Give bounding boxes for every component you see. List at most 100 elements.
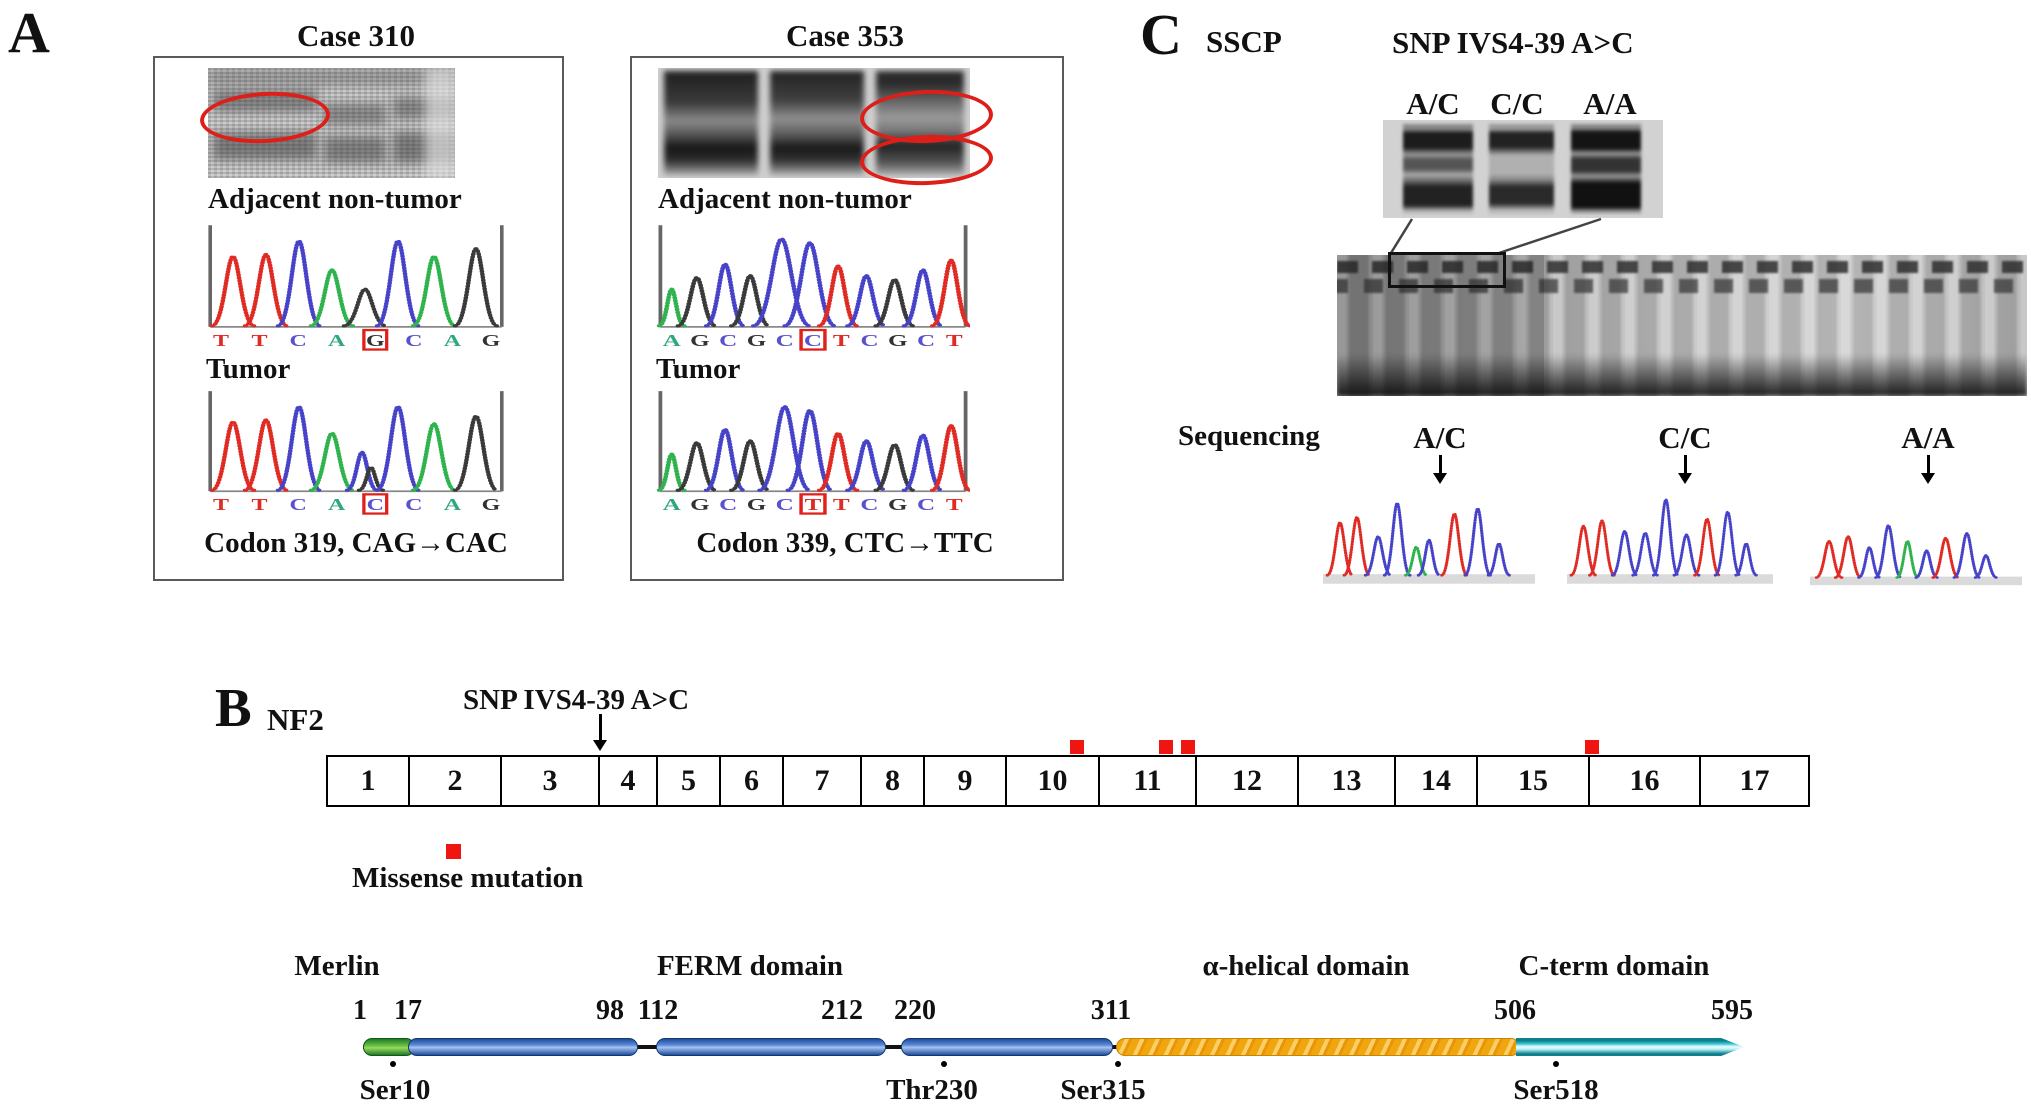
svg-text:T: T xyxy=(213,332,229,350)
exon-11: 11 xyxy=(1100,757,1197,805)
svg-text:C: C xyxy=(860,331,878,350)
genotype-ac-chromatogram xyxy=(1323,480,1535,598)
svg-text:T: T xyxy=(213,496,229,514)
domain-label: C-term domain xyxy=(1518,950,1710,982)
gel-band xyxy=(208,68,455,86)
ferm-subdomain-bar xyxy=(656,1038,886,1056)
genotype-cc-chromatogram xyxy=(1567,480,1773,598)
case-353-title: Case 353 xyxy=(786,18,904,53)
arrow-stem xyxy=(1683,455,1687,473)
residue-number: 98 xyxy=(596,995,624,1026)
missense-mutation-marker xyxy=(1585,740,1599,754)
exon-3: 3 xyxy=(502,757,600,805)
sequencing-genotype-label: C/C xyxy=(1658,420,1712,455)
svg-text:G: G xyxy=(366,332,385,350)
gel-bottom-band xyxy=(1337,353,2027,396)
arrow-head xyxy=(1678,473,1692,484)
missense-legend-label: Missense mutation xyxy=(352,862,584,894)
svg-text:A: A xyxy=(663,331,682,350)
svg-text:C: C xyxy=(917,331,935,350)
exon-15: 15 xyxy=(1478,757,1590,805)
case-353-non-tumor-label: Adjacent non-tumor xyxy=(658,183,912,215)
gel-highlight-rect xyxy=(1388,252,1506,288)
domain-label: FERM domain xyxy=(656,950,844,982)
exon-1: 1 xyxy=(328,757,410,805)
svg-text:T: T xyxy=(805,495,822,514)
exon-13: 13 xyxy=(1299,757,1396,805)
exon-2: 2 xyxy=(410,757,502,805)
gel-lane-ac xyxy=(1402,123,1473,215)
exon-7: 7 xyxy=(784,757,862,805)
residue-number: 17 xyxy=(394,995,422,1026)
phospho-site-dot xyxy=(390,1061,396,1067)
svg-text:T: T xyxy=(833,495,850,514)
ferm-subdomain-bar xyxy=(901,1038,1113,1056)
svg-text:A: A xyxy=(328,496,345,514)
case-310-non-tumor-label: Adjacent non-tumor xyxy=(208,183,462,215)
missense-mutation-marker xyxy=(1070,740,1084,754)
exon-14: 14 xyxy=(1396,757,1478,805)
arrow-stem xyxy=(1926,455,1930,473)
gel-lane-cc xyxy=(1489,123,1554,215)
svg-text:A: A xyxy=(663,495,682,514)
exon-10: 10 xyxy=(1007,757,1100,805)
domain-label: α-helical domain xyxy=(1202,950,1410,982)
arrow-stem xyxy=(598,714,602,740)
arrow-stem xyxy=(1438,455,1442,473)
svg-text:C: C xyxy=(405,496,422,514)
arrow-head xyxy=(1921,473,1935,484)
svg-text:C: C xyxy=(405,332,422,350)
phospho-site-dot xyxy=(1553,1061,1559,1067)
phospho-site-label: Ser315 xyxy=(1060,1074,1146,1106)
sequencing-arrow xyxy=(1921,455,1935,484)
svg-text:A: A xyxy=(328,332,345,350)
residue-number: 220 xyxy=(894,995,936,1026)
sequencing-arrow xyxy=(1678,455,1692,484)
sscp-full-gel xyxy=(1337,255,2027,396)
exon-16: 16 xyxy=(1590,757,1701,805)
svg-text:C: C xyxy=(289,332,306,350)
phospho-site-label: Thr230 xyxy=(886,1074,978,1106)
panel-c-label: C xyxy=(1140,2,1182,67)
alpha-helical-domain-bar xyxy=(1116,1038,1520,1056)
gel-lane-aa xyxy=(1570,123,1641,215)
gel-lane xyxy=(770,71,864,175)
panel-a-label: A xyxy=(8,0,50,65)
svg-text:G: G xyxy=(482,332,501,350)
residue-number: 311 xyxy=(1090,995,1132,1026)
svg-text:C: C xyxy=(719,495,737,514)
ferm-subdomain-bar xyxy=(408,1038,638,1056)
exon-4: 4 xyxy=(600,757,658,805)
case-353-sscp-gel xyxy=(658,68,970,178)
svg-text:G: G xyxy=(888,495,908,514)
svg-text:A: A xyxy=(444,332,461,350)
svg-text:G: G xyxy=(690,495,710,514)
svg-text:C: C xyxy=(917,495,935,514)
gel-band-row xyxy=(1337,278,2027,294)
residue-number: 112 xyxy=(637,995,679,1026)
svg-text:C: C xyxy=(719,331,737,350)
svg-text:A: A xyxy=(444,496,461,514)
genotype-aa-chromatogram xyxy=(1810,492,2022,598)
svg-text:T: T xyxy=(252,332,268,350)
arrow-head xyxy=(593,740,607,751)
residue-number: 212 xyxy=(821,995,863,1026)
exon-5: 5 xyxy=(658,757,721,805)
svg-text:C: C xyxy=(776,331,794,350)
svg-text:G: G xyxy=(747,331,767,350)
domain-label: Merlin xyxy=(294,950,380,982)
svg-text:G: G xyxy=(747,495,767,514)
sscp-method-label: SSCP xyxy=(1206,24,1282,59)
legend-red-square xyxy=(446,844,461,859)
arrow-head xyxy=(1433,473,1447,484)
case-310-tumor-label: Tumor xyxy=(206,353,291,385)
gel-band xyxy=(324,103,386,126)
gel-genotype-label: A/C xyxy=(1406,86,1460,121)
svg-text:G: G xyxy=(888,331,908,350)
gel-genotype-label: C/C xyxy=(1490,86,1544,121)
exon-17: 17 xyxy=(1739,764,1770,797)
